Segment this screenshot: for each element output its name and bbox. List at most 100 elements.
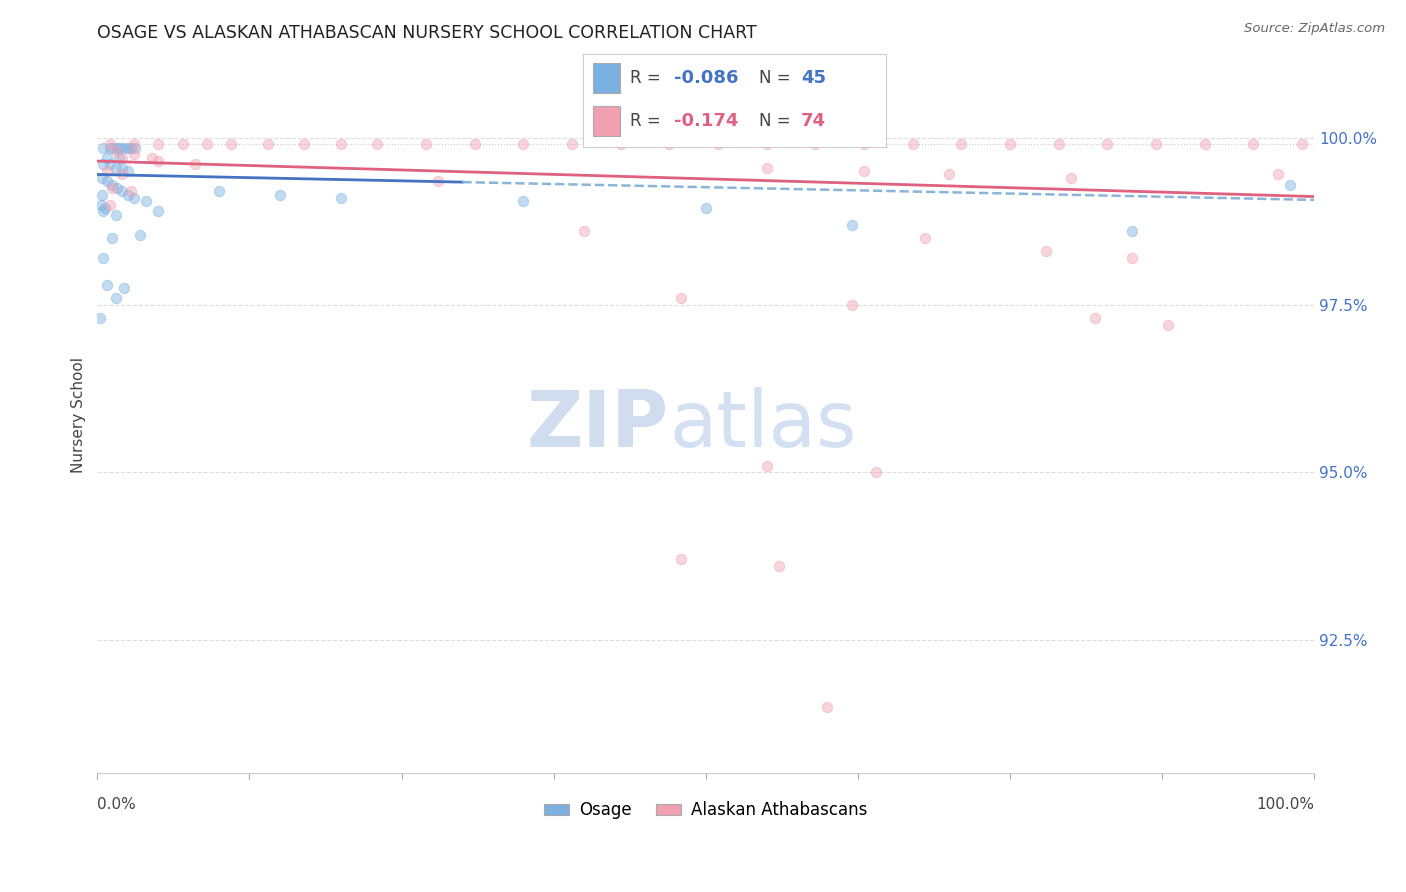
Point <box>1047 137 1070 152</box>
Point <box>1194 137 1216 152</box>
Text: -0.086: -0.086 <box>675 69 738 87</box>
Point <box>914 231 936 245</box>
Point <box>98 141 121 155</box>
Point <box>93 157 115 171</box>
Point <box>105 181 128 195</box>
Point <box>120 141 142 155</box>
Point <box>804 137 827 152</box>
Point <box>122 147 145 161</box>
Legend: Osage, Alaskan Athabascans: Osage, Alaskan Athabascans <box>537 795 875 826</box>
Point <box>938 168 960 182</box>
Point <box>1035 244 1057 259</box>
Point <box>269 187 291 202</box>
Point <box>108 151 131 165</box>
Point <box>329 137 352 152</box>
Point <box>96 277 118 292</box>
Point <box>104 144 127 158</box>
Point <box>117 187 139 202</box>
Point <box>950 137 973 152</box>
Point <box>93 251 115 265</box>
Point <box>104 161 127 175</box>
Point <box>101 178 124 192</box>
Point <box>148 137 170 152</box>
Point <box>671 291 693 305</box>
Text: ZIP: ZIP <box>527 387 669 464</box>
Point <box>755 161 778 175</box>
Point <box>101 141 124 155</box>
Point <box>91 187 114 202</box>
Point <box>841 218 863 232</box>
Text: R =: R = <box>630 69 666 87</box>
Point <box>695 201 717 215</box>
Point <box>852 137 875 152</box>
Point <box>427 174 450 188</box>
Point <box>91 170 114 185</box>
Point <box>129 227 152 242</box>
Text: R =: R = <box>630 112 672 130</box>
Point <box>329 191 352 205</box>
Text: N =: N = <box>759 69 796 87</box>
Point <box>1121 224 1143 238</box>
Point <box>172 137 194 152</box>
Point <box>112 281 135 295</box>
Point <box>1278 178 1301 192</box>
Point <box>101 231 124 245</box>
Text: -0.174: -0.174 <box>675 112 738 130</box>
Point <box>148 204 170 219</box>
Point <box>671 552 693 566</box>
Point <box>124 141 146 155</box>
Point <box>1144 137 1167 152</box>
Point <box>111 168 134 182</box>
Point <box>111 151 134 165</box>
Point <box>98 157 121 171</box>
Point <box>512 194 534 209</box>
Point <box>841 298 863 312</box>
Point <box>104 208 127 222</box>
Point <box>89 311 111 326</box>
Point <box>110 141 132 155</box>
Text: Source: ZipAtlas.com: Source: ZipAtlas.com <box>1244 22 1385 36</box>
Point <box>208 184 231 198</box>
Point <box>1121 251 1143 265</box>
Text: 45: 45 <box>801 69 827 87</box>
Point <box>101 181 124 195</box>
Point <box>148 154 170 169</box>
Point <box>572 224 595 238</box>
Point <box>852 164 875 178</box>
Point <box>512 137 534 152</box>
Point <box>1097 137 1119 152</box>
Text: OSAGE VS ALASKAN ATHABASCAN NURSERY SCHOOL CORRELATION CHART: OSAGE VS ALASKAN ATHABASCAN NURSERY SCHO… <box>97 24 756 42</box>
Point <box>98 137 121 152</box>
Point <box>1267 168 1289 182</box>
Point <box>183 157 205 171</box>
Point <box>998 137 1021 152</box>
Point <box>111 161 134 175</box>
Point <box>117 164 139 178</box>
Point <box>1291 137 1313 152</box>
Point <box>98 197 121 211</box>
Point <box>90 197 112 211</box>
FancyBboxPatch shape <box>592 106 620 136</box>
Point <box>219 137 242 152</box>
Point <box>135 194 157 209</box>
Point <box>1241 137 1264 152</box>
Point <box>609 137 631 152</box>
Text: 100.0%: 100.0% <box>1256 797 1315 812</box>
Y-axis label: Nursery School: Nursery School <box>72 358 86 474</box>
Point <box>815 699 838 714</box>
Point <box>755 458 778 473</box>
Point <box>96 174 118 188</box>
Point <box>415 137 437 152</box>
Point <box>105 141 128 155</box>
Point <box>755 137 778 152</box>
Point <box>122 191 145 205</box>
Text: 0.0%: 0.0% <box>97 797 136 812</box>
Point <box>658 137 681 152</box>
Point <box>464 137 486 152</box>
Point <box>93 201 115 215</box>
Text: atlas: atlas <box>669 387 856 464</box>
Point <box>111 184 134 198</box>
Point <box>865 465 887 479</box>
Point <box>707 137 730 152</box>
Point <box>96 164 118 178</box>
